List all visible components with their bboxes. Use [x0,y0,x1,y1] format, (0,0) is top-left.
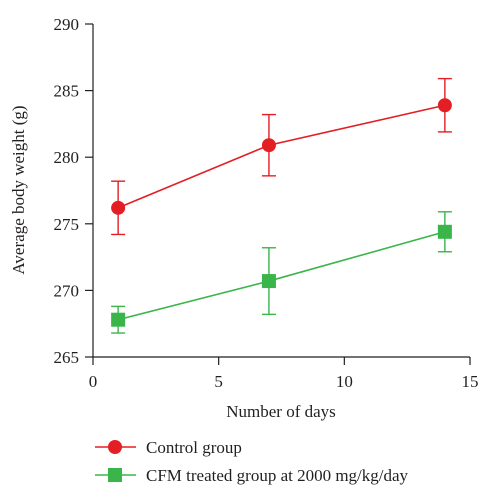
legend-label: CFM treated group at 2000 mg/kg/day [146,466,409,485]
x-tick-label: 5 [214,372,223,391]
y-ticks: 265 270 275 280 285 290 [54,15,93,367]
y-tick-label: 265 [54,348,80,367]
legend: Control group CFM treated group at 2000 m… [95,438,409,485]
legend-entry-2: CFM treated group at 2000 mg/kg/day [95,466,409,485]
y-tick-label: 270 [54,281,80,300]
y-axis-label: Average body weight (g) [9,105,28,274]
y-tick-label: 290 [54,15,80,34]
data-point [437,224,452,239]
x-tick-label: 0 [89,372,98,391]
series-line [117,104,446,209]
y-tick-label: 275 [54,215,80,234]
x-tick-label: 10 [336,372,353,391]
y-tick-label: 280 [54,148,80,167]
plot-area [111,77,452,334]
data-point [111,312,126,327]
legend-label: Control group [146,438,242,457]
legend-entry-1: Control group [95,438,242,457]
legend-marker [108,440,122,454]
axes [92,24,470,358]
series-line [117,231,446,321]
series-2 [111,211,452,334]
x-tick-label: 15 [462,372,479,391]
data-point [111,200,126,215]
series-1 [111,77,452,236]
x-axis-label: Number of days [226,402,336,421]
legend-marker [108,468,122,482]
data-point [437,98,452,113]
data-point [261,274,276,289]
x-ticks: 0 5 10 15 [89,357,479,391]
data-point [261,138,276,153]
y-tick-label: 285 [54,82,80,101]
